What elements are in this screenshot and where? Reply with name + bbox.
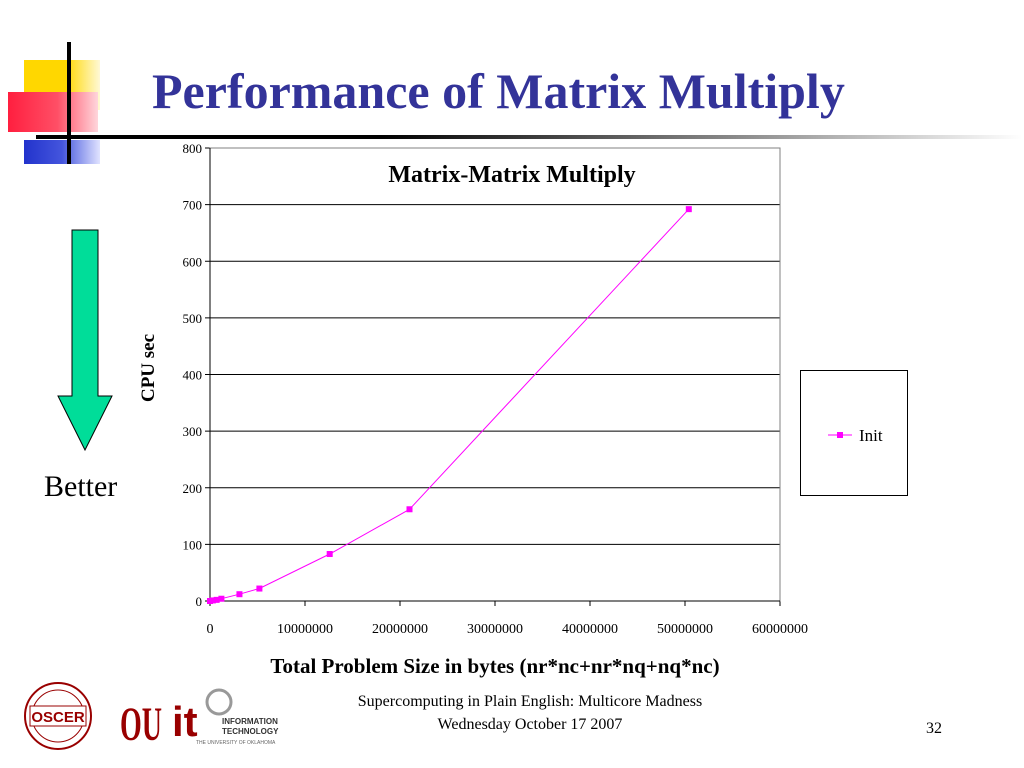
data-point	[256, 585, 263, 592]
x-tick-marks	[209, 601, 781, 606]
title-decoration-red	[8, 92, 98, 132]
y-tick-label: 200	[183, 481, 203, 496]
y-tick-label: 400	[183, 368, 203, 383]
legend-label: Init	[859, 426, 883, 445]
oscer-seal-logo: OSCER	[24, 682, 92, 750]
better-label: Better	[44, 470, 118, 503]
data-point	[218, 595, 225, 602]
data-point	[326, 551, 333, 558]
x-tick-label: 10000000	[277, 622, 333, 637]
y-tick-label: 800	[183, 141, 203, 156]
y-tick-label: 0	[196, 594, 203, 609]
y-axis-label: CPU sec	[138, 334, 159, 402]
oscer-logo-text: OSCER	[31, 709, 85, 726]
x-axis-label: Total Problem Size in bytes (nr*nc+nr*nq…	[270, 654, 719, 678]
it-logo-letters: it	[172, 698, 198, 745]
series-line-Init	[209, 208, 690, 602]
data-point	[406, 506, 413, 513]
footer-date: Wednesday October 17 2007	[437, 716, 623, 733]
x-tick-labels: 0 10000000 20000000 30000000 40000000 5000000…	[207, 622, 809, 637]
title-decoration-blue	[24, 140, 100, 164]
it-logo-univ: THE UNIVERSITY OF OKLAHOMA	[196, 740, 276, 746]
data-point	[213, 596, 220, 603]
y-tick-marks	[205, 147, 210, 602]
title-decoration-line	[67, 42, 71, 164]
chart-gridlines	[210, 147, 780, 545]
x-tick-label: 30000000	[467, 622, 523, 637]
x-tick-label: 40000000	[562, 622, 618, 637]
x-tick-label: 50000000	[657, 622, 713, 637]
y-tick-labels: 0 100 200 300 400 500 600 700 800	[183, 141, 203, 609]
x-tick-label: 20000000	[372, 622, 428, 637]
x-tick-label: 60000000	[752, 622, 808, 637]
down-arrow-icon	[57, 229, 113, 452]
data-point	[685, 206, 692, 213]
footer-course-title: Supercomputing in Plain English: Multico…	[357, 693, 703, 710]
legend-swatch-icon	[828, 432, 852, 438]
y-tick-label: 100	[183, 537, 203, 552]
y-tick-label: 600	[183, 254, 203, 269]
y-tick-label: 700	[183, 198, 203, 213]
chart-title: Matrix-Matrix Multiply	[388, 162, 635, 188]
slide-title: Performance of Matrix Multiply	[152, 63, 845, 119]
slide-number: 32	[926, 720, 942, 737]
y-tick-label: 500	[183, 311, 203, 326]
ou-logo: OU	[120, 698, 162, 751]
it-logo-tech: TECHNOLOGY	[222, 727, 279, 736]
it-logo: it INFORMATION TECHNOLOGY THE UNIVERSITY…	[172, 688, 279, 746]
chart-legend: Init	[800, 370, 908, 496]
series-lines	[209, 208, 690, 602]
data-point	[236, 591, 243, 598]
title-rule	[36, 135, 1022, 139]
data-point	[209, 597, 216, 604]
ou-logo-text: OU	[120, 698, 162, 751]
y-tick-label: 300	[183, 424, 203, 439]
it-logo-info: INFORMATION	[222, 717, 278, 726]
series-points	[207, 206, 692, 604]
footer-logos: OSCER OU it INFORMATION TECHNOLOGY THE U…	[24, 682, 279, 751]
x-tick-label: 0	[207, 622, 214, 637]
